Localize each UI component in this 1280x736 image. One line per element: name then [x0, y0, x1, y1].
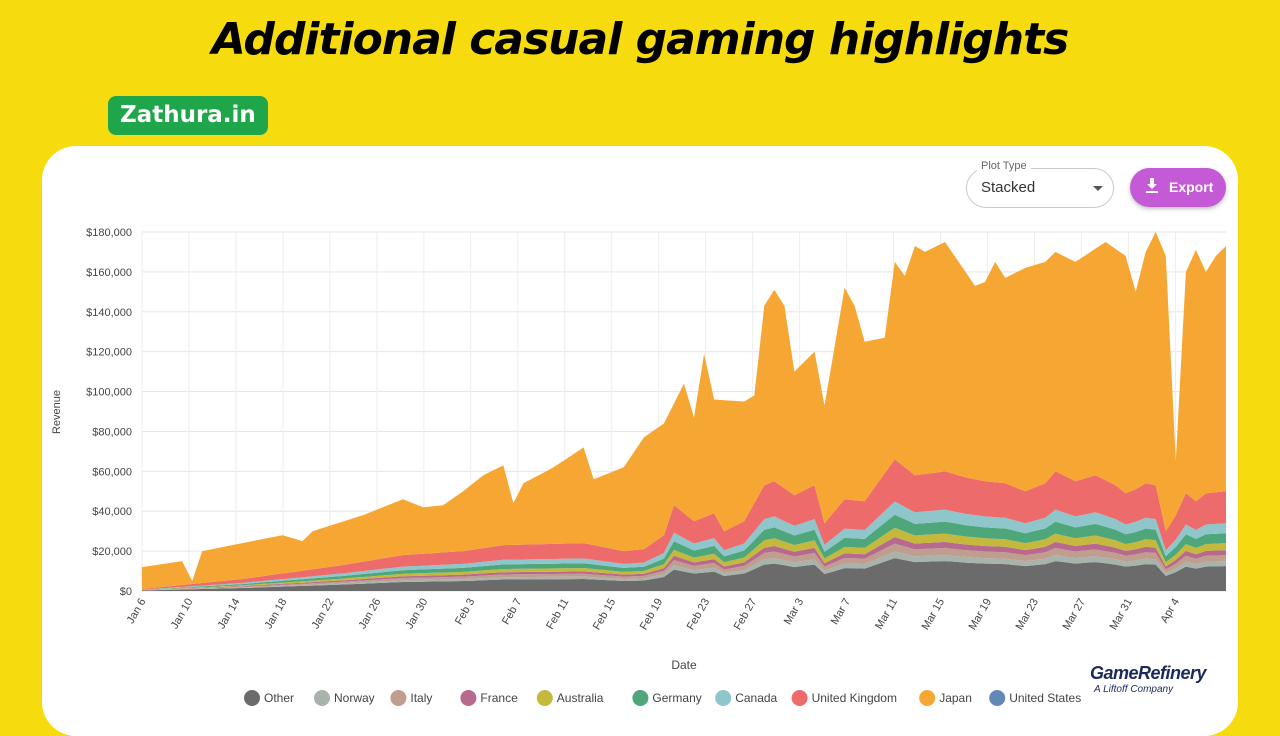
- x-tick-label: Feb 15: [591, 597, 619, 633]
- legend-swatch: [536, 690, 553, 706]
- legend-label: Italy: [410, 691, 432, 705]
- legend-label: France: [480, 691, 518, 705]
- y-tick-label: $80,000: [92, 426, 132, 438]
- gamerefinery-logo: GameRefinery A Liftoff Company: [1090, 663, 1207, 695]
- logo-name: GameRefinery: [1090, 663, 1207, 683]
- legend-label: United States: [1009, 691, 1081, 705]
- y-tick-label: $100,000: [86, 387, 132, 399]
- x-tick-label: Jan 14: [216, 597, 243, 632]
- logo-subtitle: A Liftoff Company: [1094, 684, 1174, 695]
- legend-label: Germany: [652, 691, 701, 705]
- export-button[interactable]: Export: [1130, 168, 1226, 207]
- legend-swatch: [244, 690, 260, 706]
- area-other: [142, 558, 1226, 591]
- x-tick-label: Mar 19: [967, 597, 995, 633]
- download-icon: [1146, 178, 1158, 193]
- area-germany: [142, 514, 1226, 590]
- legend-swatch: [989, 690, 1006, 706]
- x-tick-label: Feb 3: [453, 597, 477, 627]
- x-tick-label: Feb 23: [685, 597, 713, 633]
- x-tick-label: Jan 18: [263, 597, 290, 632]
- x-tick-label: Mar 3: [782, 597, 806, 627]
- legend-swatch: [460, 690, 477, 706]
- x-tick-label: Mar 15: [920, 597, 948, 633]
- y-tick-label: $40,000: [92, 506, 132, 518]
- plot-type-label: Plot Type: [977, 160, 1031, 172]
- legend-label: Norway: [334, 691, 375, 705]
- x-tick-label: Mar 7: [829, 597, 853, 627]
- area-japan: [142, 232, 1226, 589]
- area-italy: [142, 543, 1226, 591]
- x-tick-label: Feb 11: [544, 597, 571, 632]
- x-tick-label: Feb 27: [732, 597, 760, 633]
- legend-label: Canada: [735, 691, 777, 705]
- y-axis-title: Revenue: [51, 390, 63, 434]
- legend-label: United Kingdom: [812, 691, 897, 705]
- legend-swatch: [791, 690, 808, 706]
- legend-swatch: [715, 690, 732, 706]
- area-france: [142, 537, 1226, 591]
- x-axis-title: Date: [671, 658, 697, 672]
- y-tick-label: $0: [120, 586, 132, 598]
- y-tick-label: $160,000: [86, 267, 132, 279]
- x-tick-label: Apr 4: [1158, 597, 1182, 626]
- x-tick-label: Feb 19: [638, 597, 666, 633]
- x-tick-label: Feb 7: [500, 597, 524, 627]
- chart-card: $0 $20,000 $40,000 $60,000 $80,000 $100,000 $1…: [42, 146, 1238, 736]
- brand-badge: Zathura.in: [108, 96, 268, 135]
- legend-swatch: [390, 690, 407, 706]
- plot-type-value: Stacked: [981, 179, 1036, 196]
- page-title: Additional casual gaming highlights: [211, 14, 1070, 65]
- y-tick-label: $180,000: [86, 227, 132, 239]
- x-tick-label: Mar 11: [873, 597, 900, 632]
- x-tick-label: Jan 26: [357, 597, 384, 632]
- x-tick-label: Jan 10: [169, 597, 196, 632]
- legend-swatch: [314, 690, 330, 706]
- area-australia: [142, 527, 1226, 591]
- plot-type-select[interactable]: Plot Type Stacked: [966, 160, 1114, 208]
- legend-label: Australia: [557, 691, 604, 705]
- legend-label: Japan: [939, 691, 972, 705]
- y-tick-label: $60,000: [92, 466, 132, 478]
- revenue-chart: $0 $20,000 $40,000 $60,000 $80,000 $100,000 $1…: [51, 227, 1226, 706]
- y-tick-label: $140,000: [86, 307, 132, 319]
- area-norway: [142, 551, 1226, 591]
- x-tick-label: Jan 30: [404, 597, 431, 632]
- x-tick-label: Mar 27: [1061, 597, 1089, 633]
- x-tick-label: Jan 22: [310, 597, 337, 632]
- legend-swatch: [632, 690, 649, 706]
- y-tick-label: $120,000: [86, 347, 132, 359]
- legend-label: Other: [264, 691, 294, 705]
- x-tick-label: Mar 31: [1108, 597, 1136, 633]
- area-canada: [142, 501, 1226, 590]
- x-tick-label: Jan 6: [125, 597, 149, 626]
- legend-swatch: [919, 690, 936, 706]
- chevron-down-icon: [1093, 186, 1103, 191]
- area-united-kingdom: [142, 459, 1226, 590]
- x-tick-label: Mar 23: [1014, 597, 1042, 633]
- export-label: Export: [1169, 179, 1214, 195]
- y-tick-label: $20,000: [92, 546, 132, 558]
